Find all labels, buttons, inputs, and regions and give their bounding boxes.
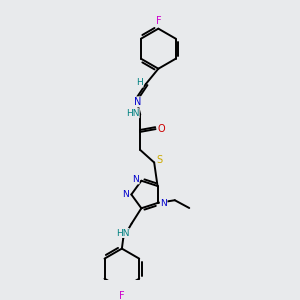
Text: H: H (136, 78, 143, 87)
Text: N: N (122, 190, 129, 199)
Text: N: N (134, 97, 141, 107)
Text: S: S (157, 155, 163, 165)
Text: HN: HN (126, 109, 139, 118)
Text: N: N (160, 199, 167, 208)
Text: HN: HN (116, 229, 129, 238)
Text: F: F (119, 292, 125, 300)
Text: N: N (132, 175, 139, 184)
Text: F: F (155, 16, 161, 26)
Text: O: O (158, 124, 166, 134)
